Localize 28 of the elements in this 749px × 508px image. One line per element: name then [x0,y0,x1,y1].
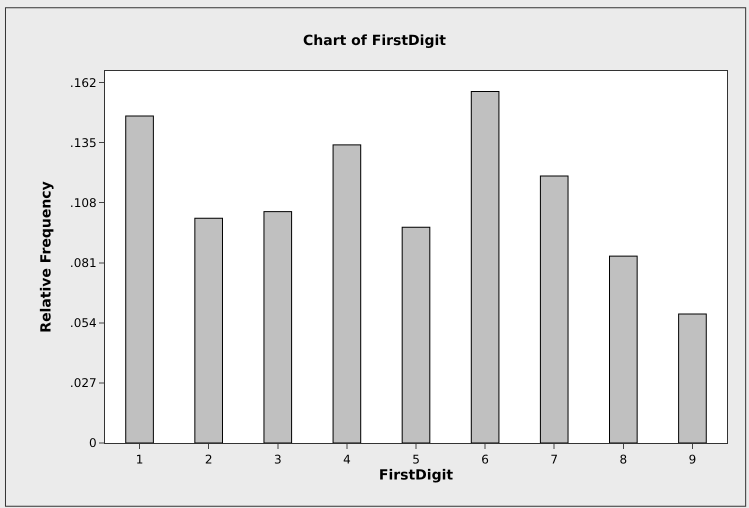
bar [194,218,223,443]
x-tick-label: 5 [412,452,420,466]
bar [332,144,362,443]
bar [609,256,638,443]
bar [125,115,154,443]
x-axis-title: FirstDigit [378,468,454,484]
bar [678,313,707,443]
x-tick-label: 8 [620,452,628,466]
y-tick-label: .108 [70,196,97,210]
x-tick-label: 9 [688,452,696,466]
y-tick-label: 0 [88,436,97,450]
bar [540,176,569,443]
x-tick-label: 2 [204,452,212,466]
bar [402,226,430,443]
y-tick-label: .054 [70,316,97,330]
bar [470,90,500,443]
y-tick-label: .135 [70,136,97,150]
y-axis-title: Relative Frequency [38,181,54,333]
bar [263,211,292,443]
x-tick-label: 7 [550,452,558,466]
y-tick-label: .027 [70,376,97,390]
x-tick-label: 4 [343,452,351,466]
y-tick-label: .081 [70,256,97,270]
y-tick-label: .162 [70,76,97,90]
x-tick-label: 1 [136,452,144,466]
x-tick-label: 3 [274,452,282,466]
chart-title: Chart of FirstDigit [303,32,446,49]
x-tick-label: 6 [481,452,489,466]
